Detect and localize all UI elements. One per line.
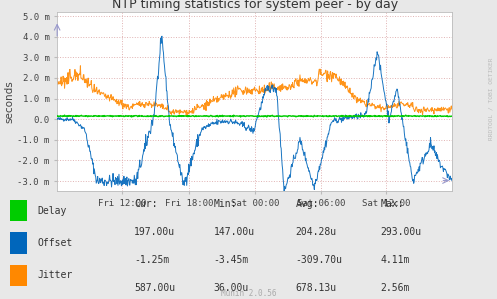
Text: 204.28u: 204.28u — [296, 227, 337, 237]
Bar — [10, 200, 27, 222]
Text: 197.00u: 197.00u — [134, 227, 175, 237]
Text: Cur:: Cur: — [134, 199, 158, 209]
Text: Max:: Max: — [380, 199, 404, 209]
Text: 147.00u: 147.00u — [214, 227, 255, 237]
Text: 678.13u: 678.13u — [296, 283, 337, 293]
Y-axis label: seconds: seconds — [4, 80, 14, 123]
Text: 36.00u: 36.00u — [214, 283, 249, 293]
Text: Delay: Delay — [37, 206, 67, 216]
Title: NTP timing statistics for system peer - by day: NTP timing statistics for system peer - … — [112, 0, 398, 11]
Text: Avg:: Avg: — [296, 199, 319, 209]
Text: Jitter: Jitter — [37, 270, 73, 280]
Text: 293.00u: 293.00u — [380, 227, 421, 237]
Text: RRDTOOL / TOBI OETIKER: RRDTOOL / TOBI OETIKER — [488, 57, 493, 140]
Bar — [10, 265, 27, 286]
Text: -309.70u: -309.70u — [296, 255, 343, 265]
Text: Min:: Min: — [214, 199, 237, 209]
Text: 2.56m: 2.56m — [380, 283, 410, 293]
Text: 587.00u: 587.00u — [134, 283, 175, 293]
Text: -1.25m: -1.25m — [134, 255, 169, 265]
Text: Munin 2.0.56: Munin 2.0.56 — [221, 289, 276, 298]
Text: 4.11m: 4.11m — [380, 255, 410, 265]
Bar — [10, 232, 27, 254]
Text: -3.45m: -3.45m — [214, 255, 249, 265]
Text: Offset: Offset — [37, 238, 73, 248]
